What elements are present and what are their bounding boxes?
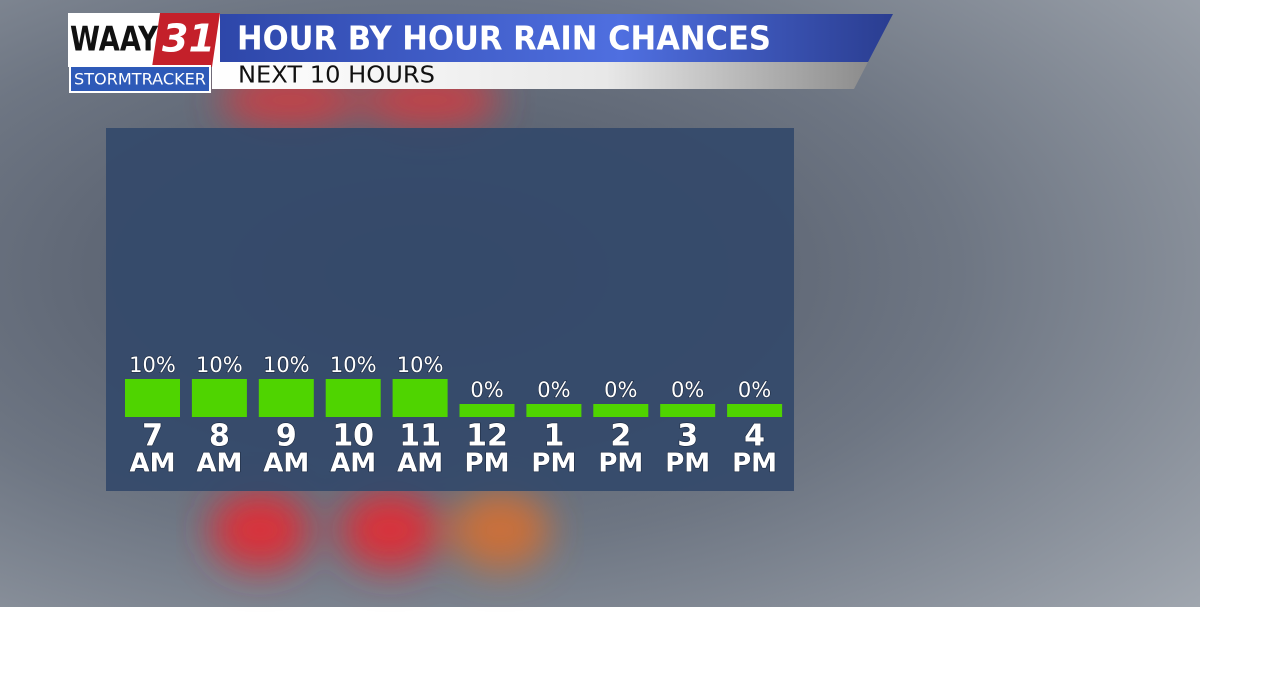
x-tick-label: AM <box>330 449 376 479</box>
bar <box>258 379 314 417</box>
value-label: 10% <box>263 353 310 377</box>
x-tick-label: AM <box>196 449 242 479</box>
subtitle-banner <box>212 62 868 89</box>
chart-panel <box>106 128 794 491</box>
x-tick-label: 2 <box>610 419 631 454</box>
logo-brand: StormTracker <box>74 70 206 89</box>
chart-subtitle: NEXT 10 HOURS <box>238 63 435 89</box>
x-tick-label: PM <box>665 449 710 479</box>
value-label: 10% <box>397 353 444 377</box>
bar <box>727 404 783 417</box>
value-label: 10% <box>129 353 176 377</box>
x-tick-label: PM <box>531 449 576 479</box>
chart-title: HOUR BY HOUR RAIN CHANCES <box>237 19 771 58</box>
value-label: 0% <box>738 378 771 402</box>
value-label: 0% <box>604 378 637 402</box>
x-tick-label: 12 <box>466 419 508 454</box>
logo-brand-box <box>69 65 211 93</box>
value-label: 0% <box>470 378 503 402</box>
x-tick-label: PM <box>598 449 643 479</box>
x-tick-label: 4 <box>744 419 765 454</box>
x-tick-label: 1 <box>543 419 564 454</box>
x-tick-label: 10 <box>332 419 374 454</box>
title-banner <box>212 14 893 62</box>
value-label: 0% <box>671 378 704 402</box>
x-tick-label: 8 <box>209 419 230 454</box>
x-tick-label: PM <box>732 449 777 479</box>
x-tick-label: AM <box>130 449 176 479</box>
logo-name: WAAY <box>70 20 158 60</box>
x-tick-label: PM <box>465 449 510 479</box>
value-label: 10% <box>196 353 243 377</box>
x-tick-label: 3 <box>677 419 698 454</box>
bar <box>526 404 582 417</box>
value-label: 10% <box>330 353 377 377</box>
x-tick-label: AM <box>397 449 443 479</box>
logo-accent <box>152 13 220 67</box>
value-label: 0% <box>537 378 570 402</box>
bar <box>392 379 448 417</box>
bar <box>593 404 649 417</box>
logo-number: 31 <box>162 17 215 61</box>
bar <box>660 404 716 417</box>
bar <box>191 379 247 417</box>
x-tick-label: 11 <box>399 419 441 454</box>
x-tick-label: 9 <box>276 419 297 454</box>
bar <box>125 379 180 417</box>
x-tick-label: AM <box>263 449 309 479</box>
bar <box>459 404 515 417</box>
x-tick-label: 7 <box>142 419 163 454</box>
bar <box>325 379 381 417</box>
